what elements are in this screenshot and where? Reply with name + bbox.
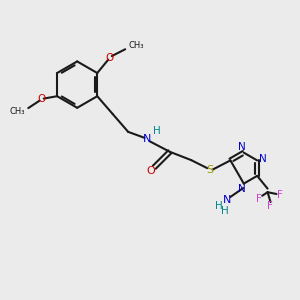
- Text: N: N: [223, 195, 232, 205]
- Text: N: N: [143, 134, 152, 144]
- Text: N: N: [238, 142, 245, 152]
- Text: S: S: [206, 165, 213, 175]
- Text: F: F: [256, 194, 262, 204]
- Text: CH₃: CH₃: [9, 107, 25, 116]
- Text: F: F: [277, 190, 282, 200]
- Text: N: N: [238, 184, 246, 194]
- Text: CH₃: CH₃: [129, 41, 144, 50]
- Text: O: O: [38, 94, 46, 104]
- Text: O: O: [146, 166, 155, 176]
- Text: F: F: [267, 201, 273, 211]
- Text: H: H: [215, 201, 223, 211]
- Text: N: N: [259, 154, 267, 164]
- Text: H: H: [220, 206, 228, 216]
- Text: H: H: [152, 126, 160, 136]
- Text: O: O: [106, 52, 114, 63]
